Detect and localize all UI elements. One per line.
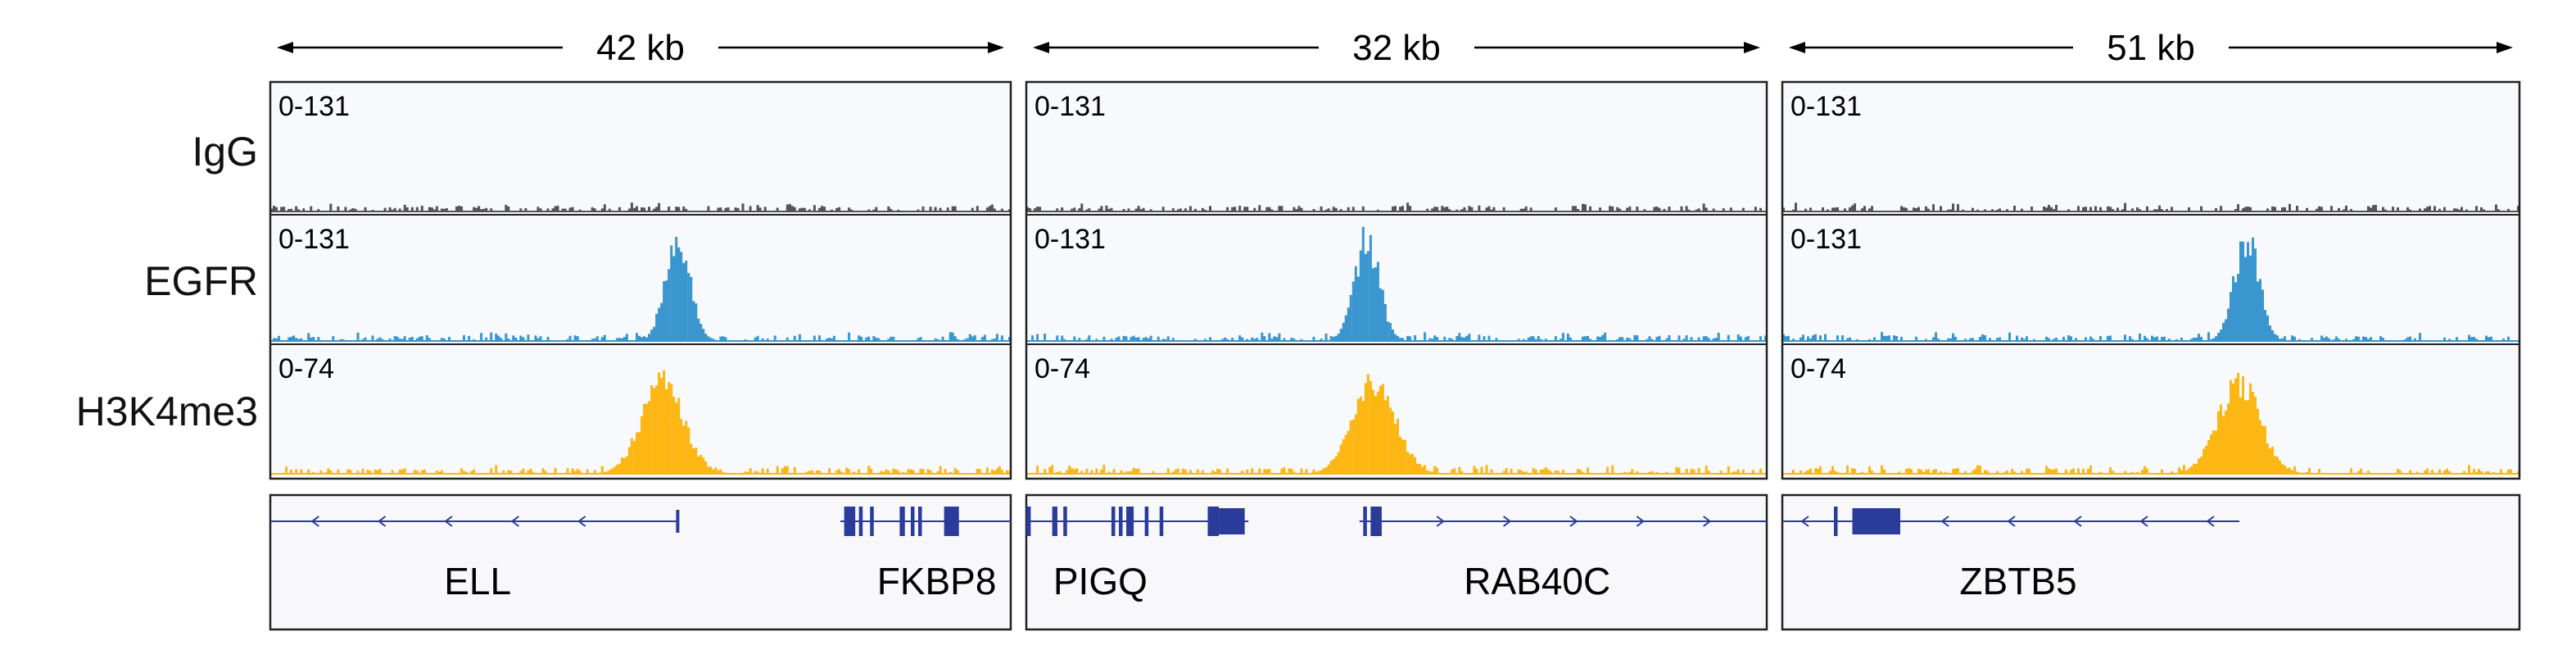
signal-igg	[1026, 202, 1763, 211]
gene-exon	[1026, 507, 1031, 536]
gene-exon	[1363, 507, 1367, 536]
track-range-label: 0-131	[1791, 91, 1862, 122]
gene-label-rab40c: RAB40C	[1464, 560, 1610, 602]
region-panel-3	[1781, 42, 2521, 631]
strand-chevron-icon	[1436, 516, 1445, 527]
track-label-egfr: EGFR	[144, 258, 258, 304]
track-panel-bg	[1026, 82, 1767, 479]
span-arrow-left-icon	[277, 42, 293, 53]
strand-chevron-icon	[377, 516, 387, 527]
gene-label-fkbp8: FKBP8	[877, 560, 997, 602]
strand-chevron-icon	[2073, 516, 2082, 527]
gene-exon	[1119, 507, 1123, 536]
track-range-label: 0-74	[1034, 353, 1090, 384]
span-arrow-right-icon	[2497, 42, 2513, 53]
signal-h3k4me3	[1036, 374, 1763, 474]
strand-chevron-icon	[2206, 516, 2215, 527]
span-arrow-right-icon	[1744, 42, 1760, 53]
track-range-label: 0-131	[1034, 91, 1106, 122]
strand-chevron-icon	[510, 516, 519, 527]
strand-chevron-icon	[2007, 516, 2016, 527]
gene-exon	[1370, 507, 1382, 536]
strand-chevron-icon	[1940, 516, 1949, 527]
strand-chevron-icon	[1800, 516, 1809, 527]
region-panel-1	[269, 42, 1012, 631]
strand-chevron-icon	[577, 516, 586, 527]
gene-annotation-box	[1781, 493, 2521, 631]
gene-label-zbtb5: ZBTB5	[1959, 560, 2076, 602]
gene-exon	[1834, 507, 1838, 536]
region-panel-2	[1025, 42, 1768, 631]
signal-igg	[270, 202, 1012, 211]
gene-exon	[870, 507, 874, 536]
track-range-label: 0-74	[1791, 353, 1846, 384]
gene-exon	[1111, 507, 1116, 536]
span-arrow-left-icon	[1033, 42, 1049, 53]
track-label-igg: IgG	[192, 129, 258, 175]
gene-exon	[676, 510, 680, 533]
span-label-1: 42 kb	[596, 28, 685, 68]
track-panel-bg	[1782, 82, 2519, 479]
track-range-label: 0-131	[1034, 224, 1106, 255]
gene-exon	[899, 507, 905, 536]
gene-exon	[944, 507, 959, 536]
gene-exon	[1144, 507, 1149, 536]
span-label-3: 51 kb	[2107, 28, 2195, 68]
gene-label-pigq: PIGQ	[1053, 560, 1148, 602]
gene-exon	[910, 507, 915, 536]
strand-chevron-icon	[2139, 516, 2148, 527]
track-range-label: 0-131	[1791, 224, 1862, 255]
track-range-label: 0-131	[278, 224, 350, 255]
strand-chevron-icon	[310, 516, 319, 527]
strand-chevron-icon	[1502, 516, 1512, 527]
span-label-2: 32 kb	[1352, 28, 1441, 68]
track-label-h3k4me3: H3K4me3	[75, 389, 258, 434]
track-range-label: 0-74	[278, 353, 334, 384]
span-arrow-right-icon	[988, 42, 1004, 53]
span-arrow-left-icon	[1789, 42, 1805, 53]
gene-exon	[1159, 507, 1164, 536]
track-panel-frame	[1025, 80, 1768, 480]
gene-exon	[918, 507, 922, 536]
gene-annotation-box	[1025, 493, 1768, 631]
gene-exon	[858, 507, 863, 536]
gene-exon	[1126, 507, 1134, 536]
strand-chevron-icon	[444, 516, 453, 527]
track-panel-bg	[270, 82, 1011, 479]
track-panel-frame	[1781, 80, 2521, 480]
gene-exon	[1063, 507, 1067, 536]
gene-label-ell: ELL	[444, 560, 511, 602]
signal-igg	[1782, 202, 2519, 211]
track-panel-frame	[269, 80, 1012, 480]
gene-exon	[1852, 508, 1900, 534]
signal-h3k4me3	[285, 370, 1012, 474]
gene-exon	[1207, 507, 1220, 536]
strand-chevron-icon	[1636, 516, 1645, 527]
strand-chevron-icon	[1703, 516, 1712, 527]
track-range-label: 0-131	[278, 91, 350, 122]
gene-exon	[1052, 507, 1057, 536]
gene-exon	[1219, 508, 1245, 534]
gene-annotation-box	[269, 493, 1012, 631]
strand-chevron-icon	[1569, 516, 1578, 527]
gene-exon	[844, 507, 856, 536]
